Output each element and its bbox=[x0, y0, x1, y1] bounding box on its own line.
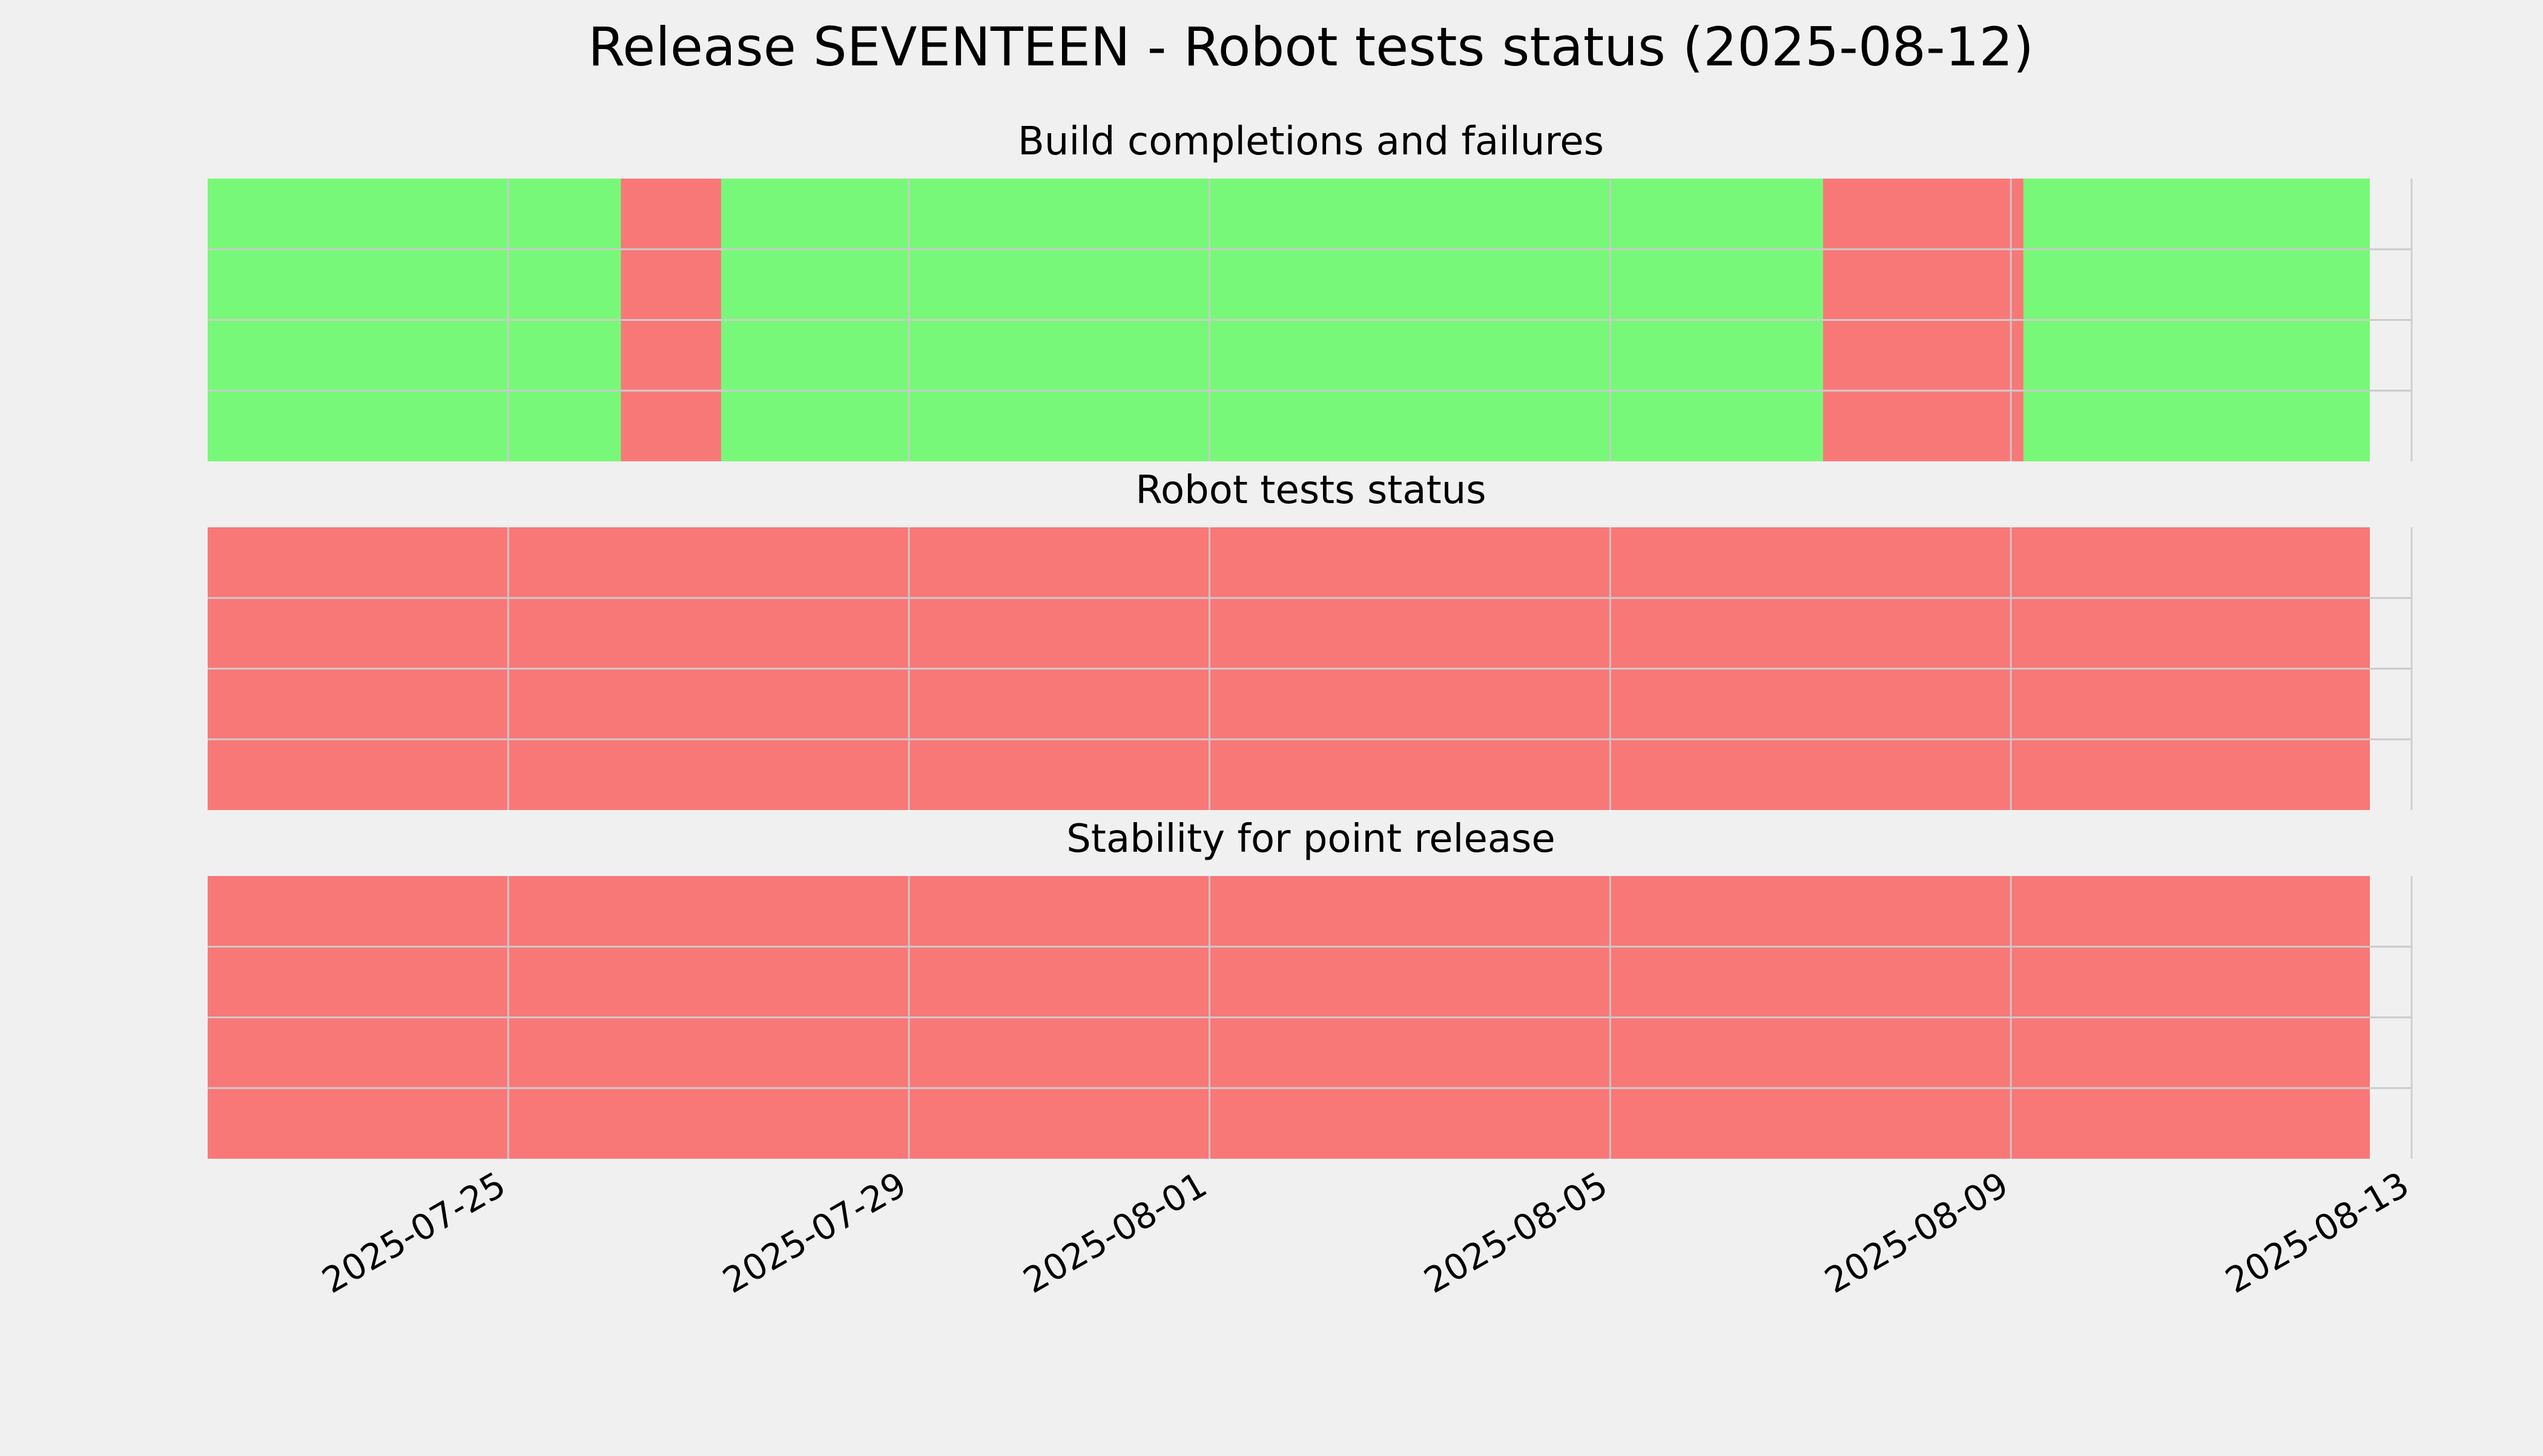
chart-title: Release SEVENTEEN - Robot tests status (… bbox=[588, 16, 2034, 78]
panel-title: Stability for point release bbox=[1066, 817, 1555, 861]
panels-layer: Build completions and failures Robot test… bbox=[208, 119, 2413, 1159]
panel-title: Robot tests status bbox=[1135, 468, 1486, 513]
panel-3: Stability for point release bbox=[208, 817, 2413, 1159]
panel-2: Robot tests status bbox=[208, 468, 2413, 810]
panel-title: Build completions and failures bbox=[1018, 119, 1604, 164]
panel-1: Build completions and failures bbox=[208, 119, 2413, 461]
